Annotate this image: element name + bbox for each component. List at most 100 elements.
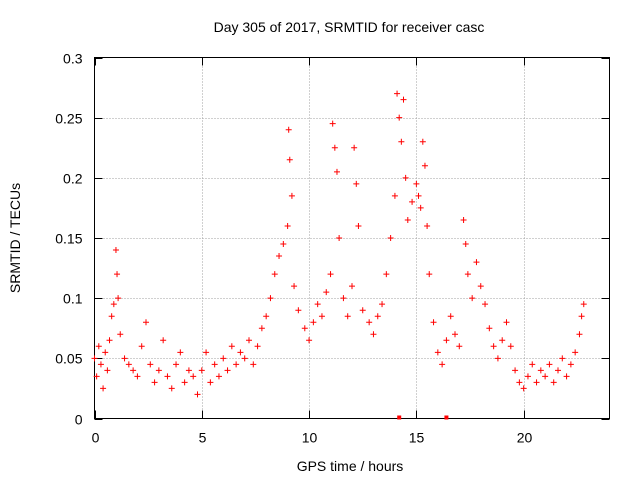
data-point [114, 271, 121, 278]
data-point [555, 367, 561, 374]
chart-title: Day 305 of 2017, SRMTID for receiver cas… [214, 19, 485, 35]
data-point [314, 301, 321, 308]
data-point [576, 331, 583, 338]
data-point [499, 337, 506, 344]
data-point [280, 241, 287, 248]
y-tick-label: 0.2 [63, 171, 83, 187]
data-point [344, 313, 351, 320]
data-point [490, 343, 497, 350]
data-point [387, 235, 394, 241]
data-point [121, 355, 128, 362]
data-point [419, 138, 426, 145]
data-point [130, 367, 137, 374]
data-point [409, 198, 416, 205]
data-point [323, 289, 330, 296]
data-point [413, 180, 420, 187]
data-point [503, 319, 510, 326]
data-point [112, 247, 119, 254]
data-point [383, 271, 390, 278]
data-point [329, 120, 336, 127]
x-tick-label: 15 [409, 430, 425, 446]
data-point [572, 349, 579, 356]
data-point [250, 361, 257, 368]
data-point [359, 307, 366, 314]
data-point [93, 373, 100, 380]
data-point [104, 367, 111, 374]
data-point [173, 361, 180, 368]
data-point [246, 337, 252, 344]
data-point [224, 367, 231, 374]
data-point [164, 373, 171, 380]
data-point [207, 379, 214, 386]
data-point [220, 355, 227, 362]
data-point [462, 241, 469, 248]
y-tick-label: 0.05 [55, 351, 82, 367]
y-tick-label: 0 [75, 412, 83, 428]
data-point [469, 295, 476, 302]
data-point [542, 373, 549, 380]
axis-marker [444, 415, 449, 420]
data-point [254, 343, 261, 350]
data-point [456, 343, 463, 350]
data-point [301, 325, 308, 332]
data-point [550, 379, 557, 386]
data-point [524, 373, 531, 380]
x-axis-label: GPS time / hours [297, 458, 404, 474]
grid [94, 57, 610, 419]
data-point [95, 343, 102, 350]
data-point [494, 355, 501, 362]
data-point [267, 295, 274, 302]
data-point [366, 319, 373, 326]
axis-ticks: 0 0.05 0.1 0.15 0.2 0.25 0.3 0 5 10 15 20 [55, 51, 610, 446]
data-point [559, 355, 566, 362]
y-tick-label: 0.15 [55, 231, 82, 247]
data-point [370, 331, 377, 338]
data-point [421, 162, 428, 169]
data-point [117, 331, 124, 338]
data-point [546, 361, 553, 368]
data-point [211, 361, 218, 368]
y-tick-label: 0.25 [55, 111, 82, 127]
data-point [529, 361, 536, 368]
data-point [398, 138, 405, 145]
data-point [147, 361, 154, 368]
data-point [138, 343, 145, 350]
y-tick-label: 0.3 [63, 51, 83, 67]
data-point [415, 192, 422, 199]
data-point [452, 331, 458, 338]
data-point [285, 126, 292, 133]
data-point [482, 301, 489, 308]
data-point [181, 379, 188, 386]
data-point [351, 144, 358, 151]
data-point [516, 379, 523, 386]
data-point [190, 373, 197, 380]
data-point [115, 295, 122, 302]
data-point [91, 355, 98, 362]
data-point [108, 313, 115, 320]
data-point [404, 216, 411, 223]
data-point [447, 313, 454, 320]
data-point [394, 90, 401, 97]
data-point [310, 319, 317, 326]
data-point [417, 204, 424, 211]
y-axis-label: SRMTID / TECUs [7, 183, 23, 293]
data-point [228, 343, 235, 350]
data-point [578, 313, 585, 320]
data-point [215, 373, 222, 380]
axis-marker [397, 415, 402, 420]
data-point [460, 216, 467, 223]
data-point [100, 385, 107, 392]
data-point [473, 259, 480, 266]
data-point [400, 96, 407, 103]
data-point [177, 349, 184, 356]
data-point [286, 156, 293, 163]
data-point [563, 373, 570, 380]
data-point [295, 307, 302, 314]
data-point [580, 301, 587, 308]
data-point [396, 114, 403, 121]
data-point [374, 313, 381, 320]
data-point [353, 180, 360, 187]
data-point [258, 325, 265, 332]
data-point [284, 222, 291, 229]
